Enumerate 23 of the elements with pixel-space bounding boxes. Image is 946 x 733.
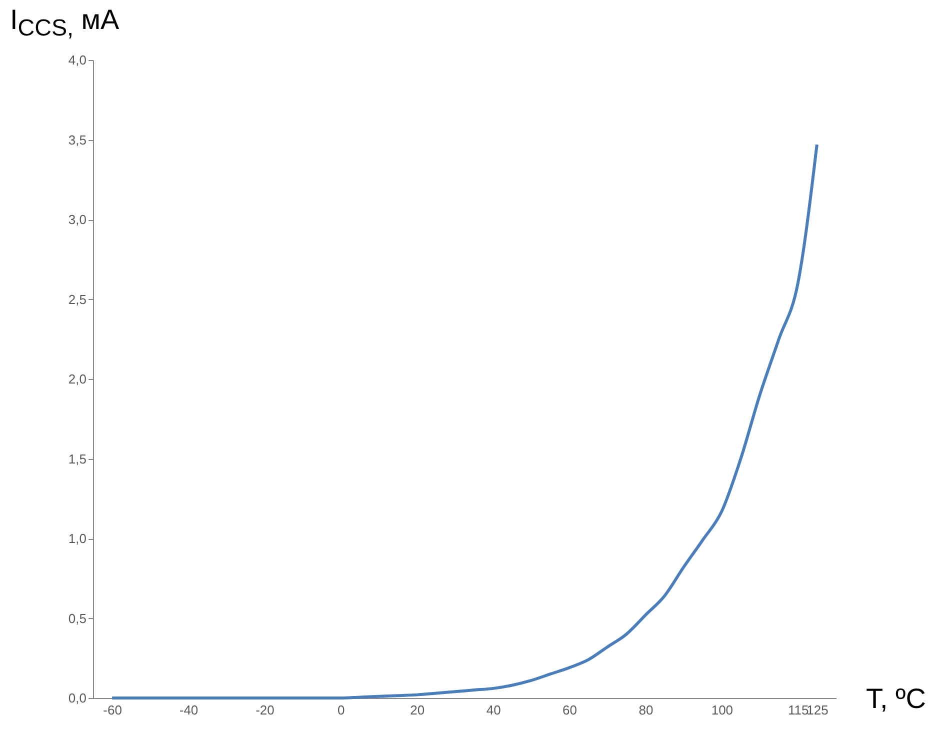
y-tick-label: 0,0 xyxy=(68,690,86,706)
x-tick-label: -40 xyxy=(179,702,198,718)
x-tick-label: 60 xyxy=(562,702,578,718)
x-tick-label: 80 xyxy=(638,702,654,718)
y-tick-label: 0,5 xyxy=(68,610,86,626)
x-tick-label: 115 xyxy=(788,702,809,718)
x-tick-label: 40 xyxy=(486,702,501,718)
y-tick-label: 2,5 xyxy=(68,292,86,307)
x-tick-label: -20 xyxy=(256,702,274,718)
y-tick-label: 1,5 xyxy=(68,451,86,466)
x-tick-label: 100 xyxy=(711,702,734,718)
x-tick-label: 20 xyxy=(410,702,425,718)
x-tick-label: 125 xyxy=(806,702,828,718)
y-tick-label: 3,5 xyxy=(68,132,86,148)
x-axis-title: T, ºC xyxy=(866,683,926,715)
y-tick-label: 4,0 xyxy=(68,52,86,68)
x-tick-label: -60 xyxy=(103,702,122,718)
y-tick-label: 2,0 xyxy=(68,372,86,386)
y-axis-title: I$_{CCS,}$ мА xyxy=(10,4,120,42)
y-tick-label: 3,0 xyxy=(68,212,86,227)
line-series xyxy=(110,143,818,700)
y-tick-label: 1,0 xyxy=(68,531,86,546)
x-tick-label: 0 xyxy=(338,702,345,718)
